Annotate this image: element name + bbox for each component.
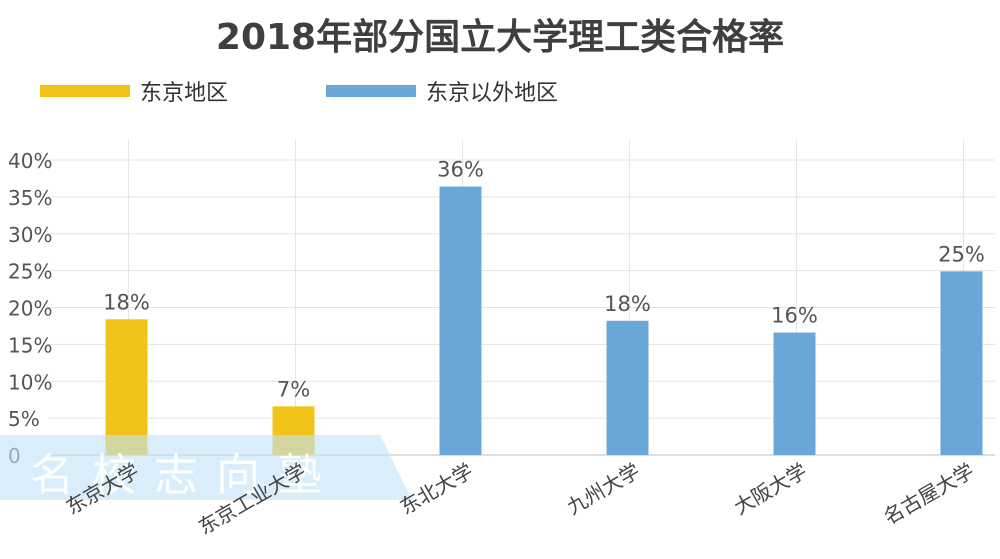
y-tick-label: 5% — [8, 407, 40, 431]
bar — [940, 271, 983, 455]
x-tick-label: 名古屋大学 — [879, 459, 978, 530]
data-label: 18% — [604, 292, 651, 316]
y-tick-label: 25% — [8, 260, 52, 284]
y-tick-label: 40% — [8, 149, 52, 173]
bar — [773, 332, 816, 455]
legend-swatch-non-tokyo — [326, 85, 416, 97]
x-tick-label: 九州大学 — [563, 459, 644, 520]
bar — [606, 320, 649, 455]
legend-item-non-tokyo: 东京以外地区 — [326, 74, 558, 108]
bar — [105, 319, 148, 455]
data-label: 16% — [771, 304, 818, 328]
data-label: 36% — [437, 158, 484, 182]
chart-title: 2018年部分国立大学理工类合格率 — [215, 17, 785, 58]
legend-swatch-tokyo — [40, 85, 130, 97]
watermark-text: 名校志向塾 — [30, 450, 340, 501]
y-tick-label: 30% — [8, 223, 52, 247]
x-tick-label: 大阪大学 — [730, 459, 811, 520]
y-tick-label: 20% — [8, 297, 52, 321]
legend-item-tokyo: 东京地区 — [40, 74, 228, 108]
data-label: 7% — [277, 377, 310, 401]
y-tick-label: 35% — [8, 186, 52, 210]
legend-label-non-tokyo: 东京以外地区 — [426, 81, 559, 106]
watermark-banner — [0, 435, 412, 500]
data-label: 25% — [938, 242, 985, 266]
bar — [439, 186, 482, 456]
x-tick-label: 东北大学 — [396, 459, 477, 520]
y-tick-label: 15% — [8, 333, 52, 357]
data-label: 18% — [103, 290, 150, 314]
legend-label-tokyo: 东京地区 — [140, 81, 229, 106]
y-tick-label: 10% — [8, 370, 52, 394]
